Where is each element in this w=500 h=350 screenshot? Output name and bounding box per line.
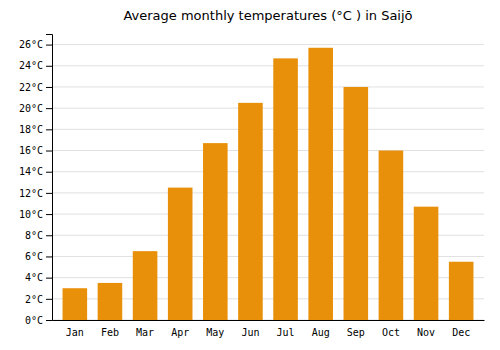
y-tick: 14°C (19, 166, 52, 177)
y-tick-label: 24°C (19, 60, 43, 71)
x-tick-label: Feb (101, 327, 119, 338)
grid (52, 45, 484, 320)
bar (133, 251, 158, 320)
x-tick: Jul (277, 327, 295, 338)
y-tick: 18°C (19, 124, 52, 135)
bar (238, 103, 263, 320)
y-tick: 12°C (19, 188, 52, 199)
y-axis: 0°C 2°C 4°C 6°C 8°C 10°C 12°C 14°C 16°C 18°C 20°C 2… (19, 35, 53, 326)
x-tick-label: Jun (241, 327, 259, 338)
bar (379, 151, 404, 320)
x-tick: Aug (312, 327, 330, 338)
x-tick-label: Dec (452, 327, 470, 338)
bars (63, 48, 474, 320)
x-tick: Dec (452, 327, 470, 338)
y-tick-mark (46, 299, 52, 300)
x-tick: Oct (382, 327, 400, 338)
bar (344, 87, 369, 320)
x-tick: Mar (136, 327, 154, 338)
x-tick-label: May (206, 327, 224, 338)
grid-line (52, 171, 484, 172)
y-tick-mark (46, 129, 52, 130)
y-tick: 22°C (19, 82, 52, 93)
y-tick-mark (46, 45, 52, 46)
y-tick-label: 6°C (25, 251, 43, 262)
grid-line (52, 192, 484, 193)
grid-line (52, 129, 484, 130)
y-tick: 0°C (25, 315, 52, 326)
grid-line (52, 150, 484, 151)
x-tick-label: Oct (382, 327, 400, 338)
y-tick: 26°C (19, 39, 52, 50)
y-tick: 10°C (19, 209, 52, 220)
grid-line (52, 65, 484, 66)
y-tick: 6°C (25, 251, 52, 262)
y-tick: 16°C (19, 145, 52, 156)
y-tick-label: 0°C (25, 315, 43, 326)
grid-line (52, 108, 484, 109)
x-tick-label: Nov (417, 327, 435, 338)
y-tick-label: 10°C (19, 209, 43, 220)
y-tick-mark (46, 320, 52, 321)
y-tick-mark (46, 108, 52, 109)
y-axis-line (46, 35, 53, 321)
y-tick-mark (46, 66, 52, 67)
grid-line (52, 44, 484, 45)
x-tick-label: Jan (66, 327, 84, 338)
y-tick: 24°C (19, 60, 52, 71)
y-tick-label: 22°C (19, 82, 43, 93)
x-tick-label: Aug (312, 327, 330, 338)
y-tick-label: 18°C (19, 124, 43, 135)
x-tick: Nov (417, 327, 435, 338)
y-tick-mark (46, 256, 52, 257)
x-axis: Jan Feb Mar Apr May Jun Jul Aug Sep Oct Nov Dec (53, 321, 485, 339)
y-tick-label: 2°C (25, 294, 43, 305)
title: Average monthly temperatures (°C ) in Sa… (123, 8, 412, 23)
x-axis-line (53, 320, 485, 321)
y-tick: 8°C (25, 230, 52, 241)
x-tick: Apr (171, 327, 189, 338)
bar (168, 188, 193, 320)
y-tick-mark (46, 193, 52, 194)
y-tick-mark (46, 214, 52, 215)
x-tick: May (206, 327, 224, 338)
plot: 0°C 2°C 4°C 6°C 8°C 10°C 12°C 14°C 16°C 18°C 20°C 2… (19, 35, 485, 339)
y-tick-mark (46, 151, 52, 152)
bar (449, 262, 474, 320)
y-tick-label: 14°C (19, 166, 43, 177)
y-tick-mark (46, 172, 52, 173)
bar (98, 283, 123, 320)
grid-line (52, 86, 484, 87)
y-tick-mark (46, 235, 52, 236)
y-tick-label: 26°C (19, 39, 43, 50)
y-tick-label: 12°C (19, 188, 43, 199)
y-tick: 2°C (25, 294, 52, 305)
bar (63, 288, 88, 320)
x-tick: Jan (66, 327, 84, 338)
x-tick-label: Apr (171, 327, 189, 338)
x-tick: Feb (101, 327, 119, 338)
y-tick-label: 4°C (25, 272, 43, 283)
y-tick: 4°C (25, 272, 52, 283)
y-tick-label: 8°C (25, 230, 43, 241)
x-tick: Jun (241, 327, 259, 338)
x-tick: Sep (347, 327, 365, 338)
chart: 0°C 2°C 4°C 6°C 8°C 10°C 12°C 14°C 16°C 18°C 20°C 2… (0, 0, 500, 350)
y-tick-label: 20°C (19, 103, 43, 114)
y-tick-mark (46, 278, 52, 279)
bar (203, 143, 228, 320)
bar (273, 58, 298, 320)
bar (308, 48, 333, 320)
y-tick: 20°C (19, 103, 52, 114)
bar (414, 207, 439, 320)
y-tick-label: 16°C (19, 145, 43, 156)
x-tick-label: Sep (347, 327, 365, 338)
x-tick-label: Jul (277, 327, 295, 338)
x-tick-label: Mar (136, 327, 154, 338)
y-tick-mark (46, 87, 52, 88)
